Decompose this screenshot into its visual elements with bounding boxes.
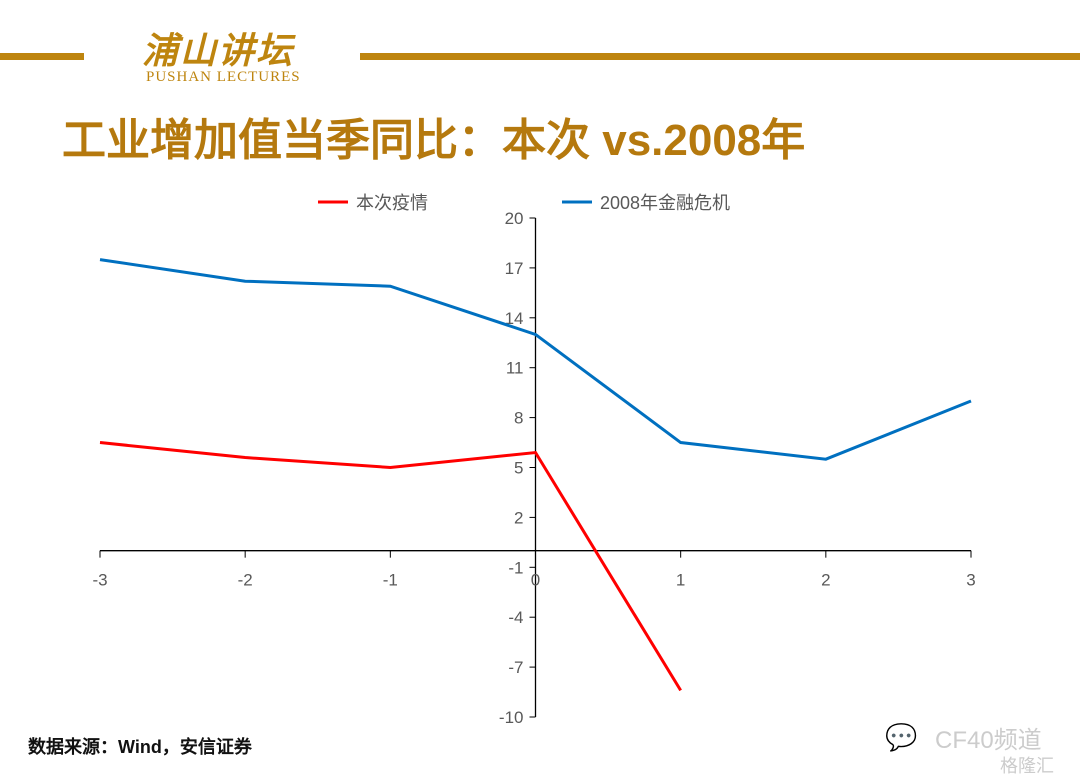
x-tick-label: 2 [821, 571, 830, 590]
header-rule-right [360, 53, 1080, 60]
y-tick-label: 20 [505, 209, 524, 228]
x-tick-label: 0 [531, 571, 540, 590]
x-tick-label: 3 [966, 571, 975, 590]
y-tick-label: -1 [508, 558, 523, 577]
legend-label-1: 2008年金融危机 [600, 193, 730, 213]
wechat-icon: 💬 [885, 722, 918, 752]
logo-subtitle: PUSHAN LECTURES [146, 69, 301, 85]
y-tick-label: 17 [505, 259, 524, 278]
y-tick-label: 5 [514, 459, 523, 478]
y-tick-label: -7 [508, 658, 523, 677]
y-tick-label: 2 [514, 508, 523, 527]
x-tick-label: -3 [92, 571, 107, 590]
y-tick-label: -4 [508, 608, 523, 627]
y-tick-label: -10 [499, 708, 524, 727]
x-tick-label: 1 [676, 571, 685, 590]
x-tick-label: -1 [383, 571, 398, 590]
watermark-2: 格隆汇 [1000, 756, 1054, 776]
x-tick-label: -2 [238, 571, 253, 590]
series-line-1 [99, 258, 972, 461]
y-tick-label: 14 [505, 309, 524, 328]
data-source: 数据来源：Wind，安信证券 [28, 737, 252, 757]
y-tick-label: 8 [514, 409, 523, 428]
y-tick-label: 11 [506, 359, 524, 378]
series-line-0 [99, 441, 682, 692]
legend-label-0: 本次疫情 [356, 193, 428, 213]
page-title: 工业增加值当季同比：本次 vs.2008年 [62, 116, 806, 165]
watermark: CF40频道 [935, 727, 1042, 754]
logo: 浦山讲坛 [142, 30, 295, 72]
header-rule-left [0, 53, 84, 60]
